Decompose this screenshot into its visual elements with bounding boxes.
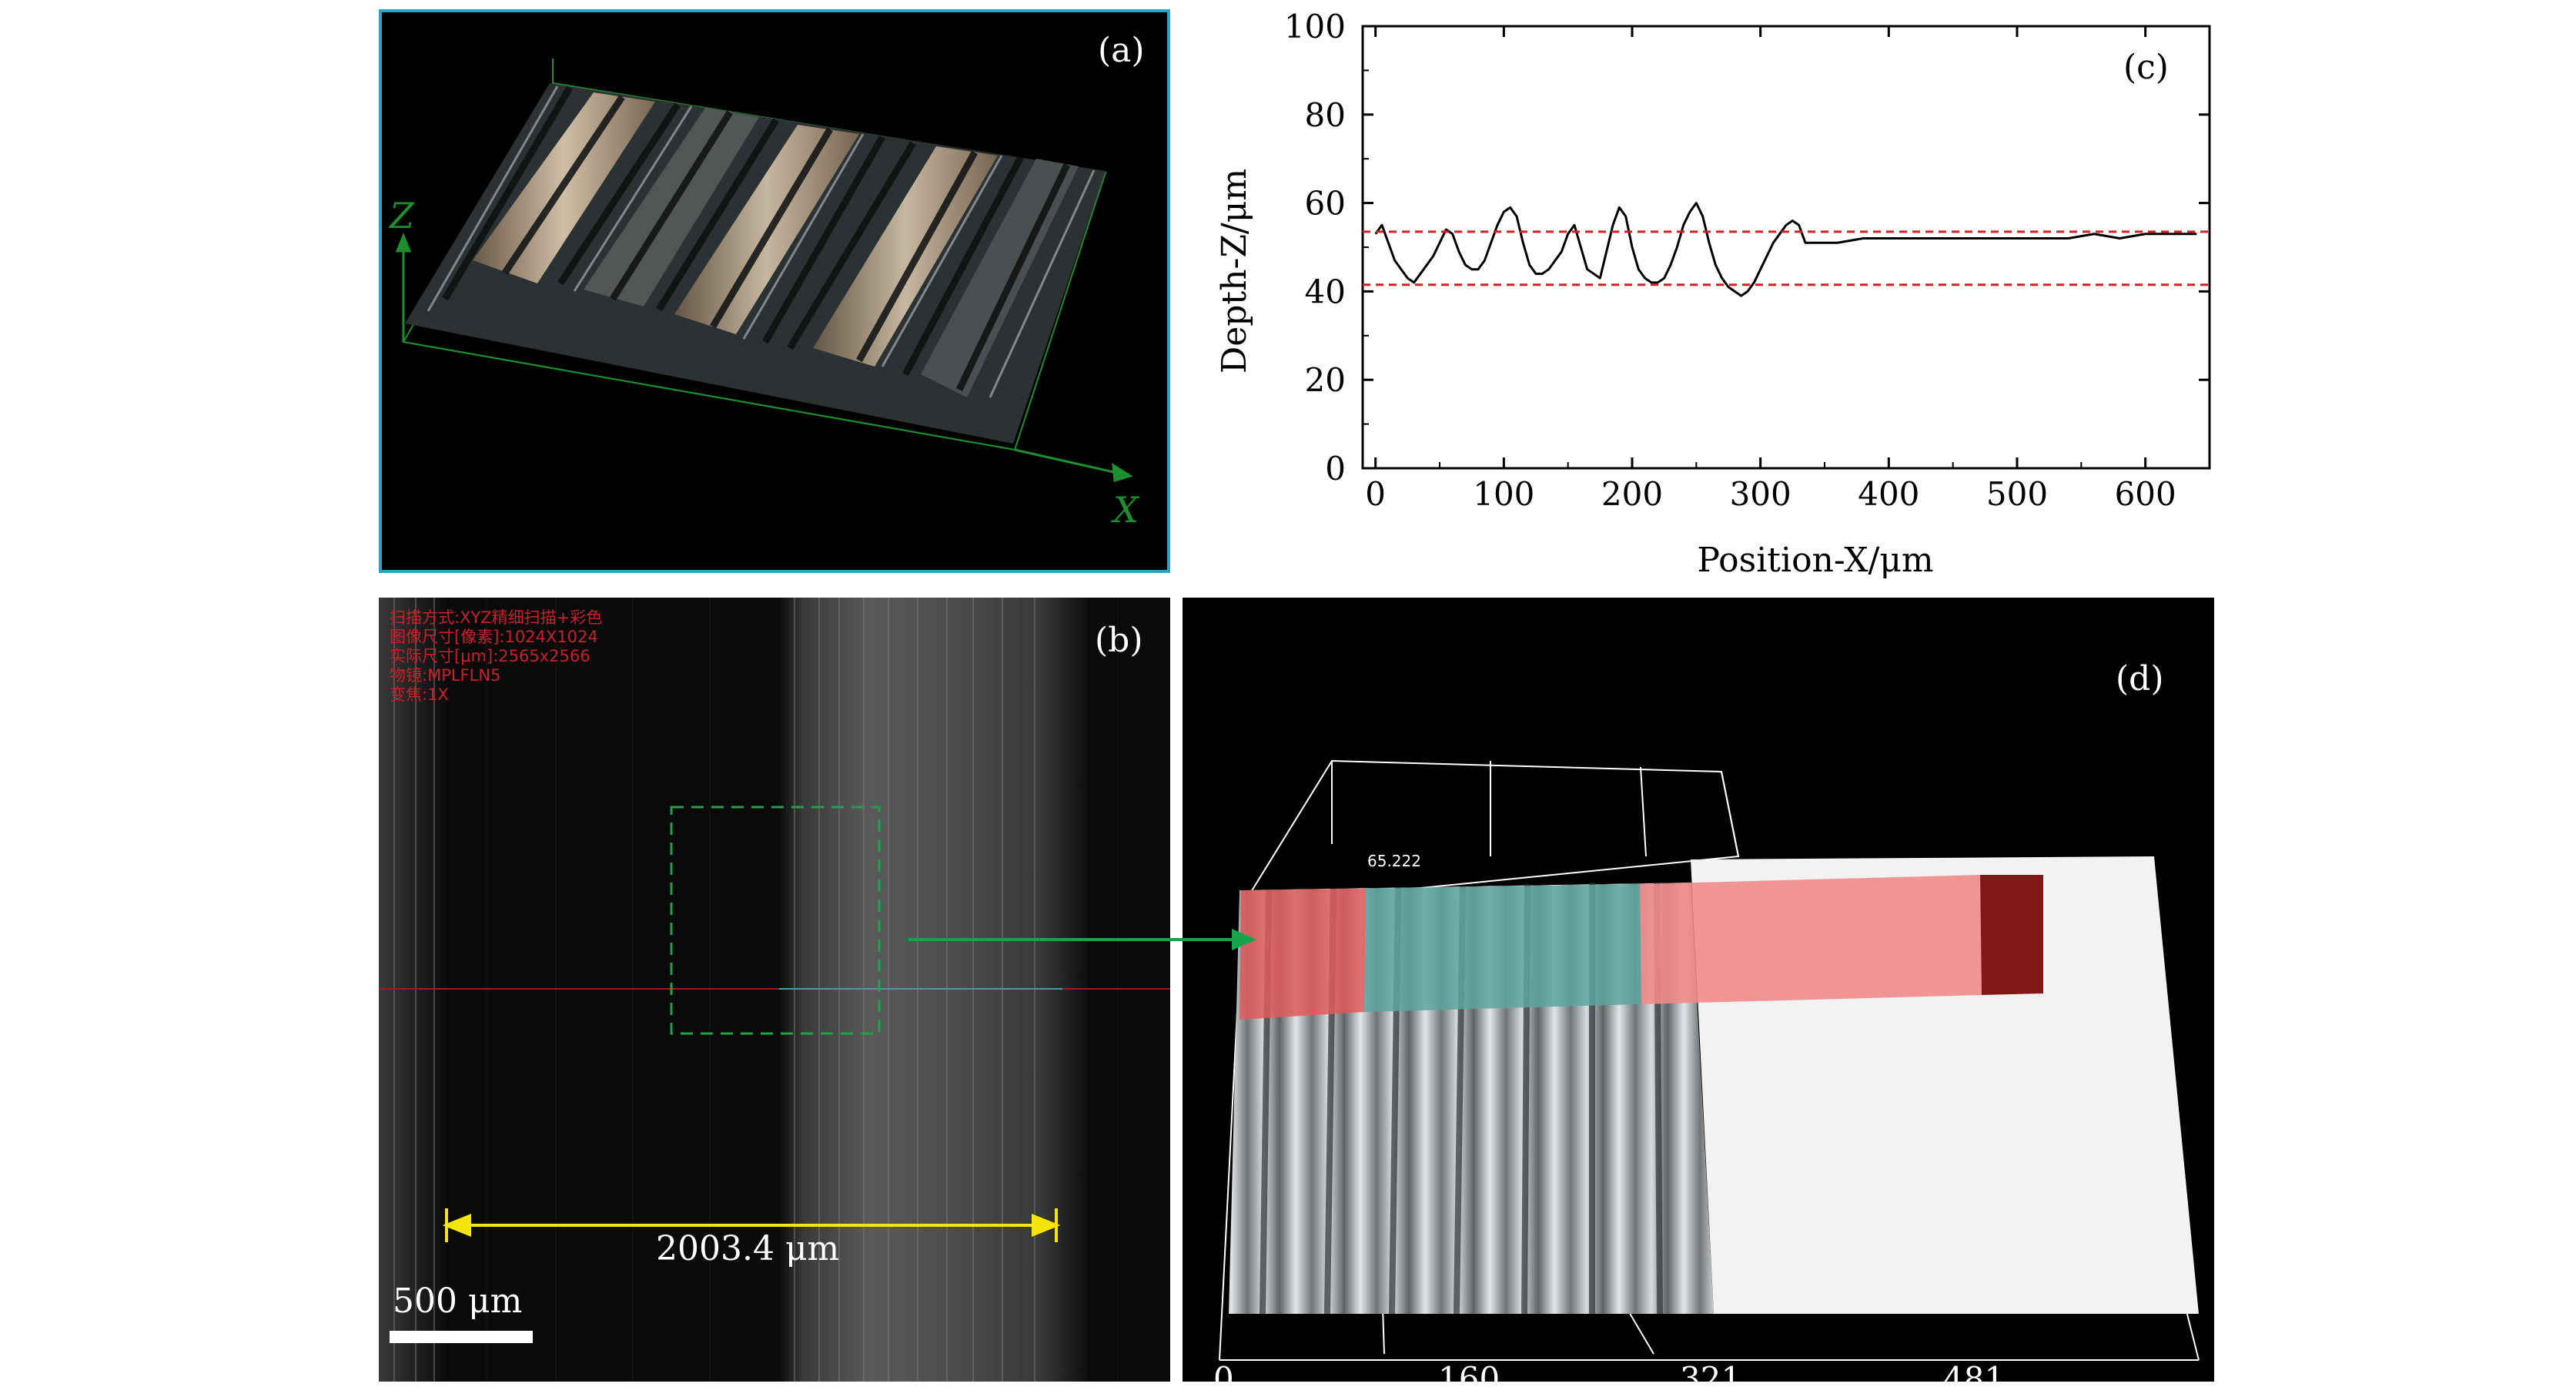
x-tick-321: 321 bbox=[1680, 1360, 1742, 1382]
scalebar-label: 500 μm bbox=[393, 1281, 523, 1321]
y-axis-label: Depth-Z/μm bbox=[1215, 169, 1254, 374]
info-line: 扫描方式:XYZ精细扫描+彩色 bbox=[390, 608, 603, 627]
panel-c-label: (c) bbox=[2123, 48, 2169, 87]
panel-a-label: (a) bbox=[1098, 31, 1145, 70]
panel-b-label: (b) bbox=[1095, 621, 1143, 660]
panel-c-depth-profile: 0 100 200 300 400 500 600 0 20 40 60 80 100 Position… bbox=[1186, 0, 2225, 585]
x-tick-label: 400 bbox=[1858, 475, 1919, 513]
x-tick-0: 0 bbox=[1213, 1360, 1234, 1382]
x-tick-label: 100 bbox=[1473, 475, 1534, 513]
y-tick-label: 40 bbox=[1305, 273, 1346, 310]
y-tick-label: 0 bbox=[1325, 450, 1346, 487]
y-tick-label: 20 bbox=[1305, 361, 1346, 399]
x-tick-160: 160 bbox=[1438, 1360, 1500, 1382]
panel-a-3d-surface: Z X (a) bbox=[379, 9, 1170, 573]
axis-z-label: Z bbox=[388, 195, 415, 236]
x-axis-label: Position-X/μm bbox=[1697, 541, 1933, 580]
panel-d-label: (d) bbox=[2116, 659, 2164, 699]
y-tick-label: 100 bbox=[1284, 8, 1346, 45]
y-tick-label: 80 bbox=[1305, 96, 1346, 134]
panel-d-3d-region: (d) 65.222 0 160 321 481 bbox=[1183, 598, 2214, 1382]
distance-measure bbox=[442, 1208, 1061, 1242]
height-label: 65.222 bbox=[1367, 852, 1421, 870]
scale-bar bbox=[390, 1331, 533, 1343]
panel-d-graphic bbox=[1219, 759, 2200, 1361]
depth-profile-chart: 0 100 200 300 400 500 600 0 20 40 60 80 100 Position… bbox=[1215, 8, 2211, 580]
axis-x-label: X bbox=[1111, 489, 1140, 531]
info-line: 物镜:MPLFLN5 bbox=[390, 666, 501, 685]
x-tick-label: 0 bbox=[1365, 475, 1386, 513]
x-tick-481: 481 bbox=[1943, 1360, 2006, 1382]
region-red-right bbox=[1640, 875, 1982, 1004]
panel-b-micrograph: 扫描方式:XYZ精细扫描+彩色 图像尺寸[像素]:1024X1024 实际尺寸[… bbox=[379, 598, 1170, 1382]
series-line-profile bbox=[1374, 202, 2197, 297]
region-red-left bbox=[1239, 889, 1366, 1020]
panel-b-graphic bbox=[379, 598, 1170, 1382]
x-tick-label: 600 bbox=[2115, 475, 2176, 513]
x-tick-label: 300 bbox=[1730, 475, 1791, 513]
x-tick-label: 200 bbox=[1601, 475, 1663, 513]
panel-a-graphic: Z X bbox=[388, 59, 1140, 531]
y-tick-label: 60 bbox=[1305, 185, 1346, 223]
info-line: 变焦:1X bbox=[390, 685, 449, 704]
info-line: 图像尺寸[像素]:1024X1024 bbox=[390, 628, 598, 646]
region-teal bbox=[1364, 884, 1641, 1012]
distance-label: 2003.4 μm bbox=[656, 1229, 840, 1268]
ridged-surface bbox=[405, 83, 1106, 444]
info-line: 实际尺寸[μm]:2565x2566 bbox=[390, 647, 590, 665]
acquisition-info: 扫描方式:XYZ精细扫描+彩色 图像尺寸[像素]:1024X1024 实际尺寸[… bbox=[390, 608, 602, 705]
x-tick-label: 500 bbox=[1986, 475, 2048, 513]
axis-arrows bbox=[395, 232, 1133, 482]
roi-dashed-box bbox=[670, 806, 881, 1035]
region-red-edge bbox=[1980, 875, 2043, 995]
link-arrow bbox=[908, 929, 1256, 950]
